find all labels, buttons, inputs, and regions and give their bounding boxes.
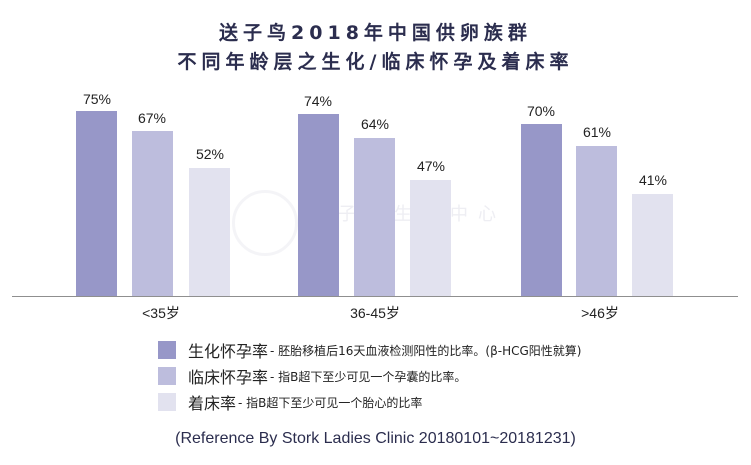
bar-g3-s1 [521, 124, 562, 296]
legend-name: 着床率 [188, 394, 237, 413]
reference-note: (Reference By Stork Ladies Clinic 201801… [175, 430, 576, 447]
legend-item: 着床率 - 指B超下至少可见一个胎心的比率 [158, 389, 581, 415]
legend-name: 生化怀孕率 [188, 342, 269, 361]
value-label: 64% [360, 116, 390, 132]
legend: 生化怀孕率 - 胚胎移植后16天血液检测阳性的比率。(β-HCG阳性就算) 临床… [158, 337, 581, 415]
bar-g1-s3 [189, 168, 230, 296]
legend-swatch [158, 341, 176, 359]
stork-logo-icon [232, 190, 298, 256]
value-label: 61% [582, 124, 612, 140]
bar-g2-s1 [298, 114, 339, 296]
bar-g3-s3 [632, 194, 673, 296]
legend-desc: - 指B超下至少可见一个孕囊的比率。 [270, 369, 467, 384]
value-label: 74% [303, 93, 333, 109]
bar-g3-s2 [576, 146, 617, 296]
legend-swatch [158, 367, 176, 385]
value-label: 70% [526, 103, 556, 119]
category-label: <35岁 [142, 305, 180, 321]
chart-title-line-1: 送子鸟2018年中国供卵族群 [219, 22, 532, 44]
value-label: 47% [416, 158, 446, 174]
legend-desc: - 指B超下至少可见一个胎心的比率 [238, 395, 423, 410]
x-axis-line [12, 296, 738, 297]
chart-title-line-2: 不同年龄层之生化/临床怀孕及着床率 [177, 51, 574, 73]
value-label: 75% [82, 91, 112, 107]
legend-item: 临床怀孕率 - 指B超下至少可见一个孕囊的比率。 [158, 363, 581, 389]
category-label: 36-45岁 [350, 305, 400, 321]
value-label: 52% [195, 146, 225, 162]
bar-g1-s1 [76, 111, 117, 296]
bar-g2-s2 [354, 138, 395, 296]
legend-desc: - 胚胎移植后16天血液检测阳性的比率。(β-HCG阳性就算) [270, 343, 582, 358]
category-label: >46岁 [581, 305, 619, 321]
bar-chart: 75% 67% 52% 74% 64% 47% 70% 61% 41% <35岁… [12, 91, 738, 321]
value-label: 67% [137, 110, 167, 126]
legend-swatch [158, 393, 176, 411]
value-label: 41% [638, 172, 668, 188]
bar-g2-s3 [410, 180, 451, 296]
legend-item: 生化怀孕率 - 胚胎移植后16天血液检测阳性的比率。(β-HCG阳性就算) [158, 337, 581, 363]
bar-g1-s2 [132, 131, 173, 296]
legend-name: 临床怀孕率 [188, 368, 269, 387]
